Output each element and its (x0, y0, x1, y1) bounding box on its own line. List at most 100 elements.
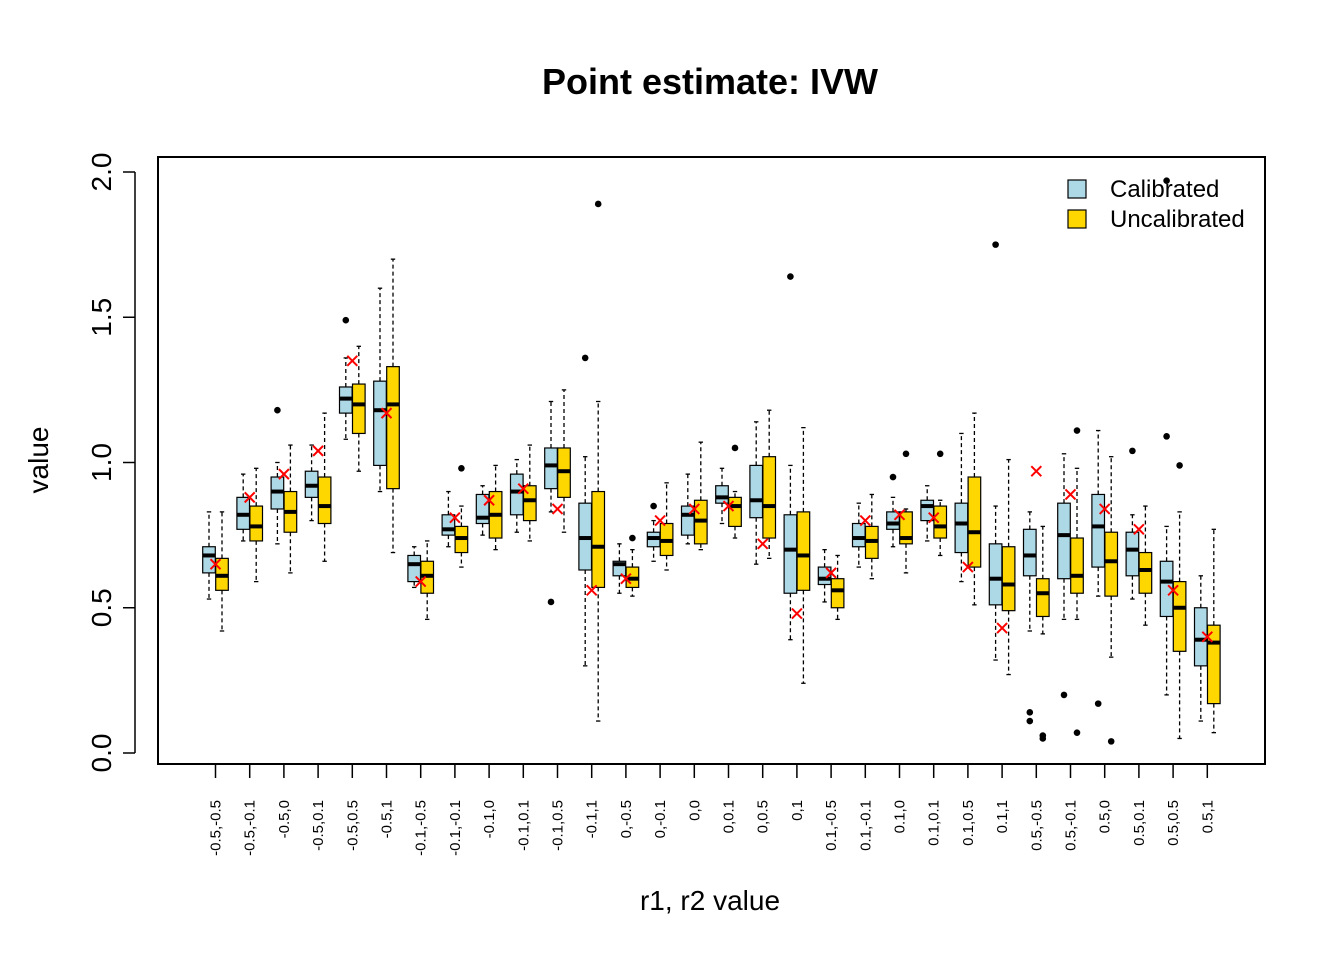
plot-frame (157, 156, 1266, 765)
box-iqr (728, 496, 742, 528)
outlier-point (992, 241, 999, 248)
truth-marker (962, 561, 974, 573)
box-calibrated (304, 444, 319, 522)
box-uncalibrated (249, 467, 264, 583)
truth-marker-stroke (380, 407, 393, 419)
box-calibrated (920, 485, 935, 542)
outlier-point (629, 534, 636, 542)
box-calibrated (202, 511, 216, 600)
box-iqr (920, 499, 935, 522)
outlier-point (1073, 729, 1081, 736)
box-iqr (796, 511, 811, 591)
box-iqr (851, 522, 866, 548)
box-uncalibrated (317, 412, 332, 562)
box-iqr (1206, 624, 1221, 705)
truth-marker (927, 511, 940, 524)
chart-title: Point estimate: IVW (542, 61, 878, 102)
truth-marker-stroke (654, 514, 666, 527)
box-iqr (783, 514, 798, 594)
box-uncalibrated (967, 412, 982, 606)
truth-marker-stroke (893, 509, 906, 521)
truth-marker-stroke (688, 503, 701, 515)
box-uncalibrated (899, 450, 913, 574)
x-tick-label: 0.1,0.5 (960, 800, 977, 846)
box-uncalibrated (1070, 427, 1084, 736)
legend: Calibrated Uncalibrated (1067, 176, 1245, 233)
box-calibrated (1159, 177, 1174, 696)
box-iqr (407, 554, 422, 583)
truth-marker (517, 482, 530, 495)
truth-marker-stroke (620, 572, 632, 585)
x-tick-label: 0.5,1 (1199, 800, 1216, 833)
legend-label-calibrated: Calibrated (1110, 176, 1219, 203)
truth-marker (449, 511, 461, 524)
x-tick-label: 0,0.1 (721, 800, 738, 833)
box-iqr (1035, 578, 1050, 618)
box-calibrated (783, 273, 798, 641)
truth-marker (825, 567, 837, 579)
box-uncalibrated (933, 450, 948, 557)
box-uncalibrated (659, 482, 674, 571)
box-iqr (954, 502, 969, 554)
box-calibrated (715, 467, 729, 525)
box-calibrated (988, 241, 1003, 661)
box-uncalibrated (488, 464, 503, 551)
outlier-point (342, 316, 350, 324)
outlier-point (1129, 447, 1136, 455)
truth-marker-stroke (1167, 584, 1179, 597)
box-uncalibrated (1001, 458, 1016, 676)
x-tick-label: -0.5,0.1 (310, 800, 327, 851)
x-tick-label: 0,1 (789, 800, 806, 821)
box-iqr (715, 485, 729, 504)
truth-marker-stroke (551, 503, 564, 515)
box-uncalibrated (1172, 462, 1187, 740)
box-iqr (1057, 502, 1071, 580)
outlier-point (274, 406, 281, 414)
box-iqr (202, 546, 216, 574)
truth-marker-stroke (962, 561, 974, 573)
truth-marker (996, 622, 1008, 634)
legend-label-uncalibrated: Uncalibrated (1110, 206, 1245, 233)
truth-marker-stroke (209, 558, 222, 570)
x-tick-label: -0.1,-0.1 (447, 800, 464, 856)
box-uncalibrated (864, 493, 879, 580)
truth-marker-stroke (1098, 503, 1111, 515)
truth-marker-stroke (1064, 488, 1077, 501)
box-iqr (522, 485, 537, 522)
truth-marker (243, 491, 256, 504)
box-iqr (1022, 528, 1037, 577)
truth-marker (1133, 523, 1145, 536)
x-tick-label: 0.1,-0.5 (823, 800, 840, 851)
outlier-point (594, 200, 602, 208)
outlier-point (1026, 709, 1034, 716)
truth-marker-stroke (414, 575, 427, 588)
box-calibrated (1125, 447, 1140, 600)
truth-marker (278, 468, 290, 480)
box-iqr (1091, 493, 1106, 568)
box-uncalibrated (693, 441, 708, 551)
x-tick-label: -0.1,0.1 (515, 800, 532, 851)
box-uncalibrated (557, 389, 571, 533)
box-calibrated (509, 458, 524, 533)
outlier-point (1060, 691, 1068, 699)
legend-swatch-uncalibrated (1067, 209, 1087, 229)
outlier-point (1163, 433, 1170, 440)
y-axis-label: value (23, 427, 54, 494)
x-tick-label: 0.1,0.1 (926, 800, 943, 846)
box-iqr (830, 578, 845, 609)
box-iqr (386, 366, 400, 490)
box-uncalibrated (625, 534, 640, 597)
box-calibrated (236, 473, 251, 542)
box-iqr (933, 505, 948, 539)
box-iqr (1193, 607, 1208, 667)
truth-marker-stroke (243, 491, 256, 504)
outlier-point (1073, 427, 1081, 434)
y-tick-label: 2.0 (86, 153, 117, 192)
box-iqr (988, 543, 1003, 606)
truth-marker-stroke (346, 355, 359, 367)
box-iqr (351, 383, 366, 435)
truth-marker-stroke (517, 482, 530, 495)
truth-marker-stroke (722, 500, 735, 512)
x-tick-label: 0.1,-0.1 (857, 800, 874, 851)
truth-marker (1167, 584, 1179, 597)
